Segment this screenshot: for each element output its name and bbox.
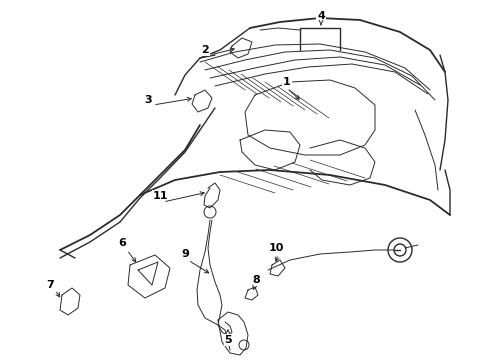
- Text: 8: 8: [252, 275, 260, 285]
- Text: 10: 10: [269, 243, 284, 253]
- Text: 5: 5: [224, 335, 232, 345]
- Text: 7: 7: [46, 280, 54, 290]
- Text: 4: 4: [317, 11, 325, 21]
- Text: 1: 1: [283, 77, 291, 87]
- Text: 9: 9: [181, 249, 189, 259]
- Text: 11: 11: [152, 191, 168, 201]
- Text: 2: 2: [201, 45, 209, 55]
- Text: 6: 6: [118, 238, 126, 248]
- Text: 3: 3: [144, 95, 152, 105]
